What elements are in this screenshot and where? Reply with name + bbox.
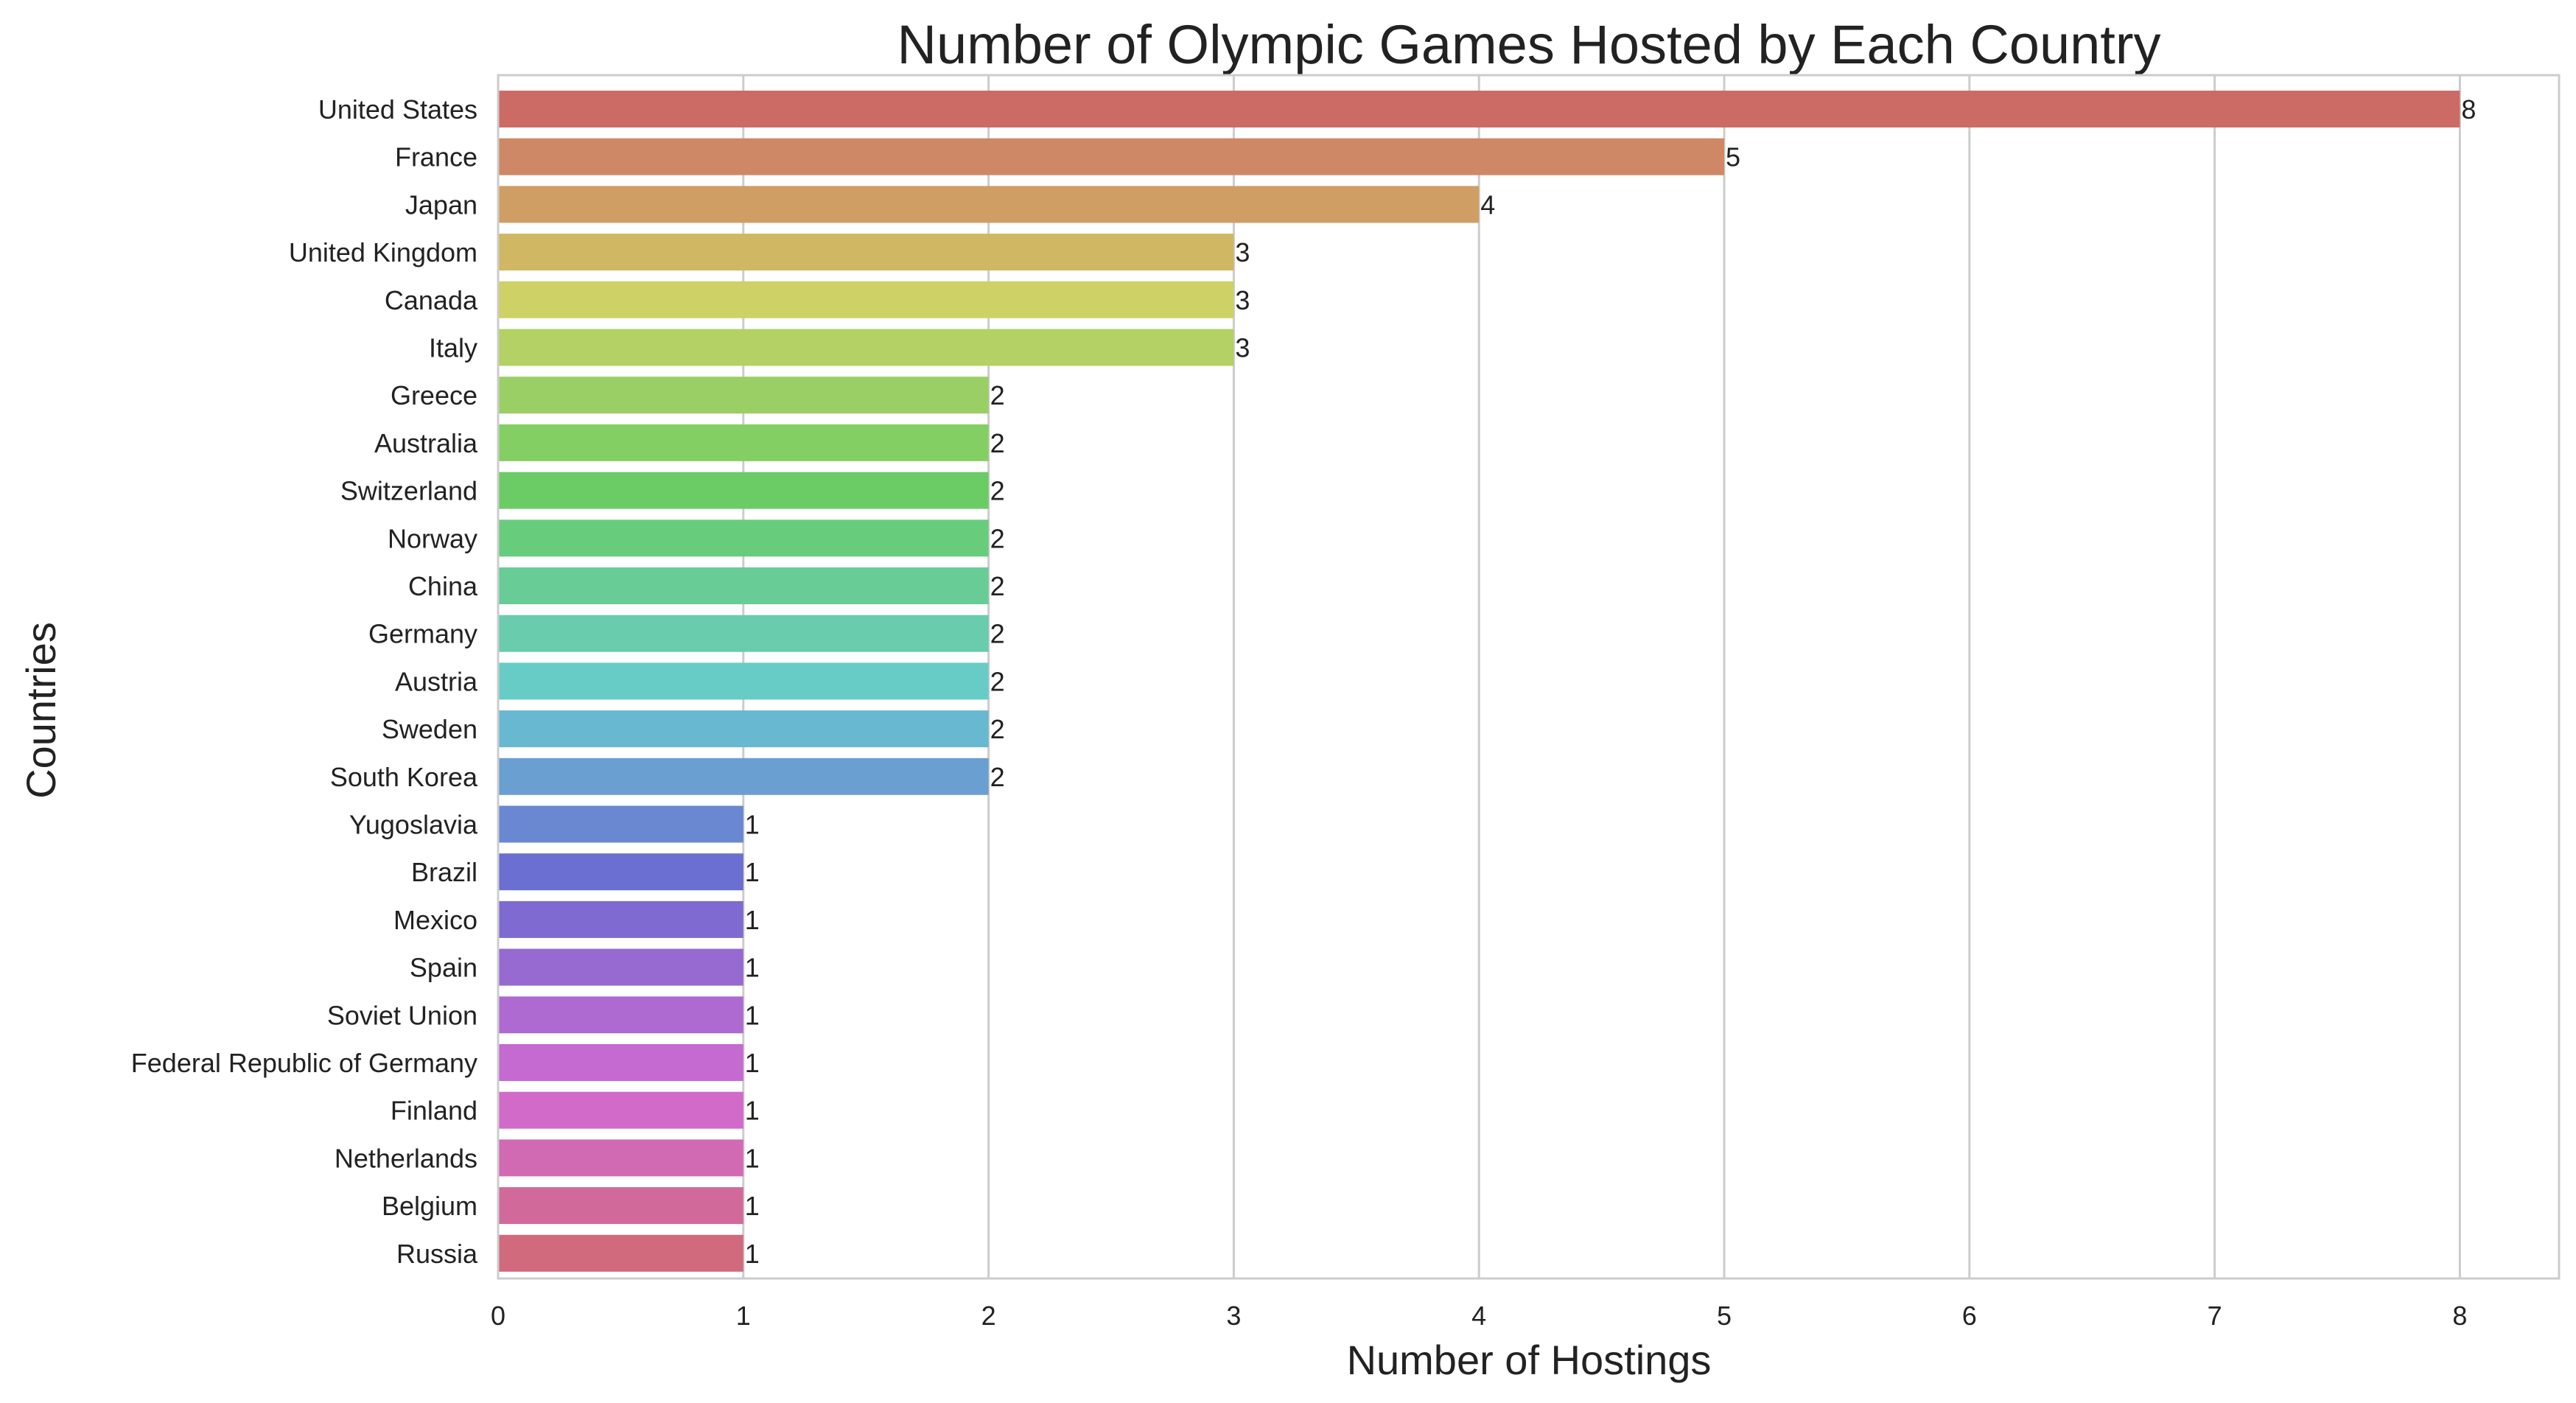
bar xyxy=(498,138,1724,175)
y-tick-label: Italy xyxy=(429,333,477,363)
bar-value-label: 1 xyxy=(745,1191,760,1221)
bars xyxy=(498,91,2460,1272)
bar xyxy=(498,91,2460,127)
x-tick-labels: 0 1 2 3 4 5 6 7 8 xyxy=(491,1301,2467,1331)
bar-value-label: 1 xyxy=(745,1239,760,1269)
bar xyxy=(498,853,743,891)
bar-value-label: 1 xyxy=(745,1143,760,1173)
x-tick-label: 1 xyxy=(736,1301,751,1331)
plot-frame xyxy=(497,74,2561,1280)
bar xyxy=(498,377,989,414)
y-tick-label: Greece xyxy=(391,380,477,410)
chart-title: Number of Olympic Games Hosted by Each C… xyxy=(897,14,2161,75)
y-tick-label: South Korea xyxy=(330,762,478,792)
bar xyxy=(498,1044,743,1081)
bar-value-label: 2 xyxy=(990,762,1005,792)
x-axis-label: Number of Hostings xyxy=(1347,1337,1712,1383)
bar xyxy=(498,1139,743,1177)
x-tick-label: 0 xyxy=(491,1301,505,1331)
bar xyxy=(498,996,743,1034)
bar xyxy=(498,186,1480,223)
bar-value-label: 1 xyxy=(745,810,760,840)
x-tick-label: 2 xyxy=(981,1301,996,1331)
bar-value-label: 1 xyxy=(745,857,760,887)
bar-value-label: 1 xyxy=(745,1096,760,1126)
bar-value-label: 3 xyxy=(1235,285,1250,315)
y-tick-label: Mexico xyxy=(393,905,477,935)
y-axis-label: Countries xyxy=(18,622,64,799)
bar xyxy=(498,1091,743,1129)
y-tick-label: Brazil xyxy=(411,857,477,887)
y-tick-label: Russia xyxy=(396,1239,478,1269)
bar xyxy=(498,519,989,557)
bar xyxy=(498,758,989,795)
y-tick-label: Belgium xyxy=(382,1191,477,1221)
y-tick-label: Germany xyxy=(368,619,477,649)
bar-value-label: 1 xyxy=(745,953,760,983)
bar-value-label: 8 xyxy=(2461,94,2476,125)
bar xyxy=(498,948,743,986)
bar-value-label: 2 xyxy=(990,523,1005,553)
x-tick-label: 7 xyxy=(2208,1301,2222,1331)
bar xyxy=(498,281,1234,318)
y-tick-label: Federal Republic of Germany xyxy=(131,1048,477,1078)
x-tick-label: 3 xyxy=(1226,1301,1241,1331)
y-tick-label: Sweden xyxy=(382,714,477,744)
bar xyxy=(498,900,743,938)
bar xyxy=(498,1187,743,1225)
bar-value-label: 1 xyxy=(745,1048,760,1078)
y-tick-labels: United States France Japan United Kingdom Ca… xyxy=(131,94,478,1269)
bar xyxy=(498,805,743,843)
y-tick-label: Finland xyxy=(391,1096,477,1126)
bar-value-label: 2 xyxy=(990,428,1005,458)
y-tick-label: Austria xyxy=(395,666,478,696)
y-tick-label: Switzerland xyxy=(340,476,477,506)
bar xyxy=(498,567,989,604)
x-tick-label: 4 xyxy=(1471,1301,1486,1331)
bar xyxy=(498,472,989,509)
x-gridlines xyxy=(497,75,2461,1278)
y-tick-label: France xyxy=(395,142,477,172)
bar-value-label: 4 xyxy=(1480,189,1495,220)
bar-value-label: 3 xyxy=(1235,333,1250,363)
x-tick-label: 6 xyxy=(1962,1301,1977,1331)
bar-value-label: 3 xyxy=(1235,237,1250,267)
bar-value-labels: 8 5 4 3 3 3 2 2 2 2 2 2 2 2 2 1 1 1 1 1 1 1 1 1 1 xyxy=(745,94,2477,1269)
y-tick-label: Norway xyxy=(388,523,477,553)
y-tick-label: Yugoslavia xyxy=(349,810,478,840)
y-tick-label: Soviet Union xyxy=(327,1000,477,1030)
bar-value-label: 2 xyxy=(990,476,1005,506)
bar-value-label: 2 xyxy=(990,380,1005,410)
bar-value-label: 2 xyxy=(990,714,1005,744)
y-tick-label: Netherlands xyxy=(335,1143,477,1173)
bar xyxy=(498,710,989,748)
bar-value-label: 2 xyxy=(990,666,1005,696)
x-tick-label: 5 xyxy=(1717,1301,1732,1331)
bar-value-label: 5 xyxy=(1726,142,1740,172)
y-tick-label: Canada xyxy=(385,285,478,315)
bar-value-label: 1 xyxy=(745,1000,760,1030)
y-tick-label: China xyxy=(408,571,478,601)
bar-value-label: 2 xyxy=(990,619,1005,649)
bar xyxy=(498,1234,743,1272)
bar xyxy=(498,234,1234,271)
bar xyxy=(498,615,989,652)
x-tick-label: 8 xyxy=(2452,1301,2467,1331)
bar xyxy=(498,424,989,461)
y-tick-label: Australia xyxy=(374,428,478,458)
bar-value-label: 2 xyxy=(990,571,1005,601)
y-tick-label: United States xyxy=(318,94,477,125)
y-tick-label: Spain xyxy=(410,953,477,983)
y-tick-label: Japan xyxy=(405,189,477,220)
bar xyxy=(498,329,1234,366)
bar-value-label: 1 xyxy=(745,905,760,935)
y-tick-label: United Kingdom xyxy=(289,237,477,267)
bar xyxy=(498,662,989,700)
